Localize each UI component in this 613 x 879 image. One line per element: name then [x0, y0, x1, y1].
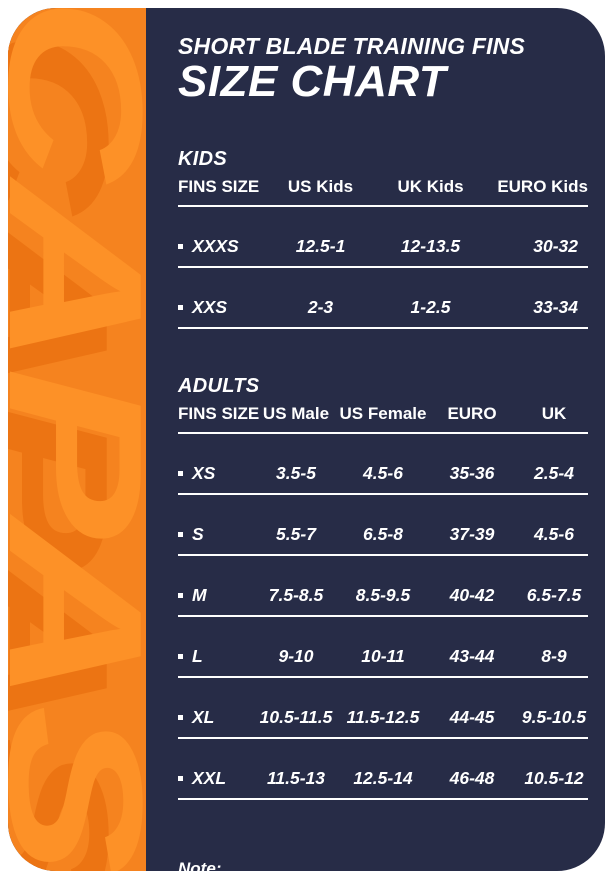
- adults-table-row: XL 10.5-11.5 11.5-12.5 44-45 9.5-10.5: [178, 678, 588, 740]
- square-bullet-icon: [178, 654, 183, 660]
- size-value-cell: 4.5-6: [534, 524, 574, 545]
- size-value-cell: 6.5-8: [363, 524, 403, 545]
- size-value-cell: 44-45: [449, 707, 495, 728]
- adults-header-row: FINS SIZE US Male US Female EURO UK: [178, 398, 588, 435]
- brand-watermark-stripe: CAPAS CAPAS: [8, 8, 146, 871]
- fin-size-label: XL: [192, 707, 215, 728]
- fin-size-cell: XS: [178, 463, 215, 484]
- size-value-cell: 7.5-8.5: [268, 585, 324, 606]
- svg-text:CAPAS: CAPAS: [8, 28, 146, 871]
- adults-table-row: L 9-10 10-11 43-44 8-9: [178, 617, 588, 679]
- adults-table-row: S 5.5-7 6.5-8 37-39 4.5-6: [178, 495, 588, 557]
- product-subtitle: SHORT BLADE TRAINING FINS: [178, 33, 526, 59]
- size-value-cell: 40-42: [449, 585, 495, 606]
- kids-column-header: US Kids: [287, 177, 354, 197]
- kids-table-row: XXS 2-3 1-2.5 33-34: [178, 268, 588, 330]
- adults-column-header: FINS SIZE: [178, 404, 260, 424]
- size-value-cell: 3.5-5: [276, 463, 316, 484]
- note-label: Note:: [178, 859, 222, 871]
- size-value-cell: 30-32: [533, 236, 578, 257]
- adults-column-header: EURO: [447, 404, 497, 424]
- page-title: SIZE CHART: [178, 57, 447, 107]
- square-bullet-icon: [178, 776, 183, 782]
- brand-watermark-letters: CAPAS CAPAS: [8, 8, 146, 871]
- fin-size-cell: M: [178, 585, 207, 606]
- fin-size-cell: XXS: [178, 297, 227, 318]
- adults-section-label: ADULTS: [178, 375, 260, 398]
- size-value-cell: 33-34: [533, 297, 578, 318]
- square-bullet-icon: [178, 244, 183, 250]
- fin-size-label: L: [192, 646, 203, 667]
- fin-size-label: S: [192, 524, 204, 545]
- size-value-cell: 35-36: [449, 463, 495, 484]
- size-value-cell: 4.5-6: [363, 463, 403, 484]
- size-chart-card: CAPAS CAPAS SHORT BLADE TRAINING FINS SI…: [8, 8, 605, 871]
- fin-size-label: XXL: [192, 768, 227, 789]
- adults-table-row: M 7.5-8.5 8.5-9.5 40-42 6.5-7.5: [178, 556, 588, 618]
- fin-size-label: M: [192, 585, 207, 606]
- size-value-cell: 46-48: [449, 768, 495, 789]
- kids-table-row: XXXS 12.5-1 12-13.5 30-32: [178, 207, 588, 269]
- size-value-cell: 12.5-14: [353, 768, 413, 789]
- square-bullet-icon: [178, 532, 183, 538]
- adults-column-header: UK: [541, 404, 567, 424]
- fin-size-label: XXS: [192, 297, 228, 318]
- fin-size-label: XS: [192, 463, 216, 484]
- size-value-cell: 8-9: [541, 646, 567, 667]
- kids-column-header: EURO Kids: [497, 177, 588, 197]
- kids-column-header: FINS SIZE: [178, 177, 260, 197]
- size-value-cell: 43-44: [449, 646, 495, 667]
- size-value-cell: 10-11: [361, 646, 405, 667]
- sizing-note: Note: If you are in between size, users …: [178, 858, 588, 871]
- size-value-cell: 5.5-7: [276, 524, 316, 545]
- size-value-cell: 8.5-9.5: [355, 585, 411, 606]
- kids-table: FINS SIZE US Kids UK Kids EURO Kids XXXS 12.5…: [178, 171, 588, 330]
- square-bullet-icon: [178, 593, 183, 599]
- size-value-cell: 2.5-4: [534, 463, 574, 484]
- fin-size-cell: XXL: [178, 768, 226, 789]
- svg-text:CAPAS: CAPAS: [8, 8, 146, 871]
- size-value-cell: 1-2.5: [410, 297, 451, 318]
- fin-size-cell: XXXS: [178, 236, 239, 257]
- adults-table-row: XXL 11.5-13 12.5-14 46-48 10.5-12: [178, 739, 588, 801]
- size-value-cell: 11.5-13: [266, 768, 326, 789]
- size-value-cell: 2-3: [307, 297, 334, 318]
- kids-section-label: KIDS: [178, 148, 227, 171]
- square-bullet-icon: [178, 471, 183, 477]
- size-value-cell: 6.5-7.5: [526, 585, 582, 606]
- adults-table-row: XS 3.5-5 4.5-6 35-36 2.5-4: [178, 434, 588, 496]
- adults-table: FINS SIZE US Male US Female EURO UK XS 3.5-5 4.…: [178, 398, 588, 801]
- size-value-cell: 10.5-11.5: [259, 707, 333, 728]
- size-value-cell: 12-13.5: [400, 236, 461, 257]
- size-value-cell: 11.5-12.5: [346, 707, 420, 728]
- chart-content: SHORT BLADE TRAINING FINS SIZE CHART KID…: [146, 8, 605, 871]
- kids-header-row: FINS SIZE US Kids UK Kids EURO Kids: [178, 171, 588, 208]
- kids-section: KIDS FINS SIZE US Kids UK Kids EURO Kids XXX…: [178, 148, 588, 330]
- size-value-cell: 10.5-12: [524, 768, 584, 789]
- size-value-cell: 9-10: [278, 646, 314, 667]
- kids-column-header: UK Kids: [397, 177, 464, 197]
- fin-size-cell: S: [178, 524, 204, 545]
- size-value-cell: 9.5-10.5: [521, 707, 587, 728]
- size-value-cell: 12.5-1: [295, 236, 346, 257]
- fin-size-label: XXXS: [192, 236, 239, 257]
- square-bullet-icon: [178, 305, 183, 311]
- size-value-cell: 37-39: [449, 524, 495, 545]
- square-bullet-icon: [178, 715, 183, 721]
- adults-section: ADULTS FINS SIZE US Male US Female EURO UK XS…: [178, 375, 588, 801]
- adults-column-header: US Male: [262, 404, 330, 424]
- fin-size-cell: L: [178, 646, 203, 667]
- fin-size-cell: XL: [178, 707, 214, 728]
- adults-column-header: US Female: [339, 404, 427, 424]
